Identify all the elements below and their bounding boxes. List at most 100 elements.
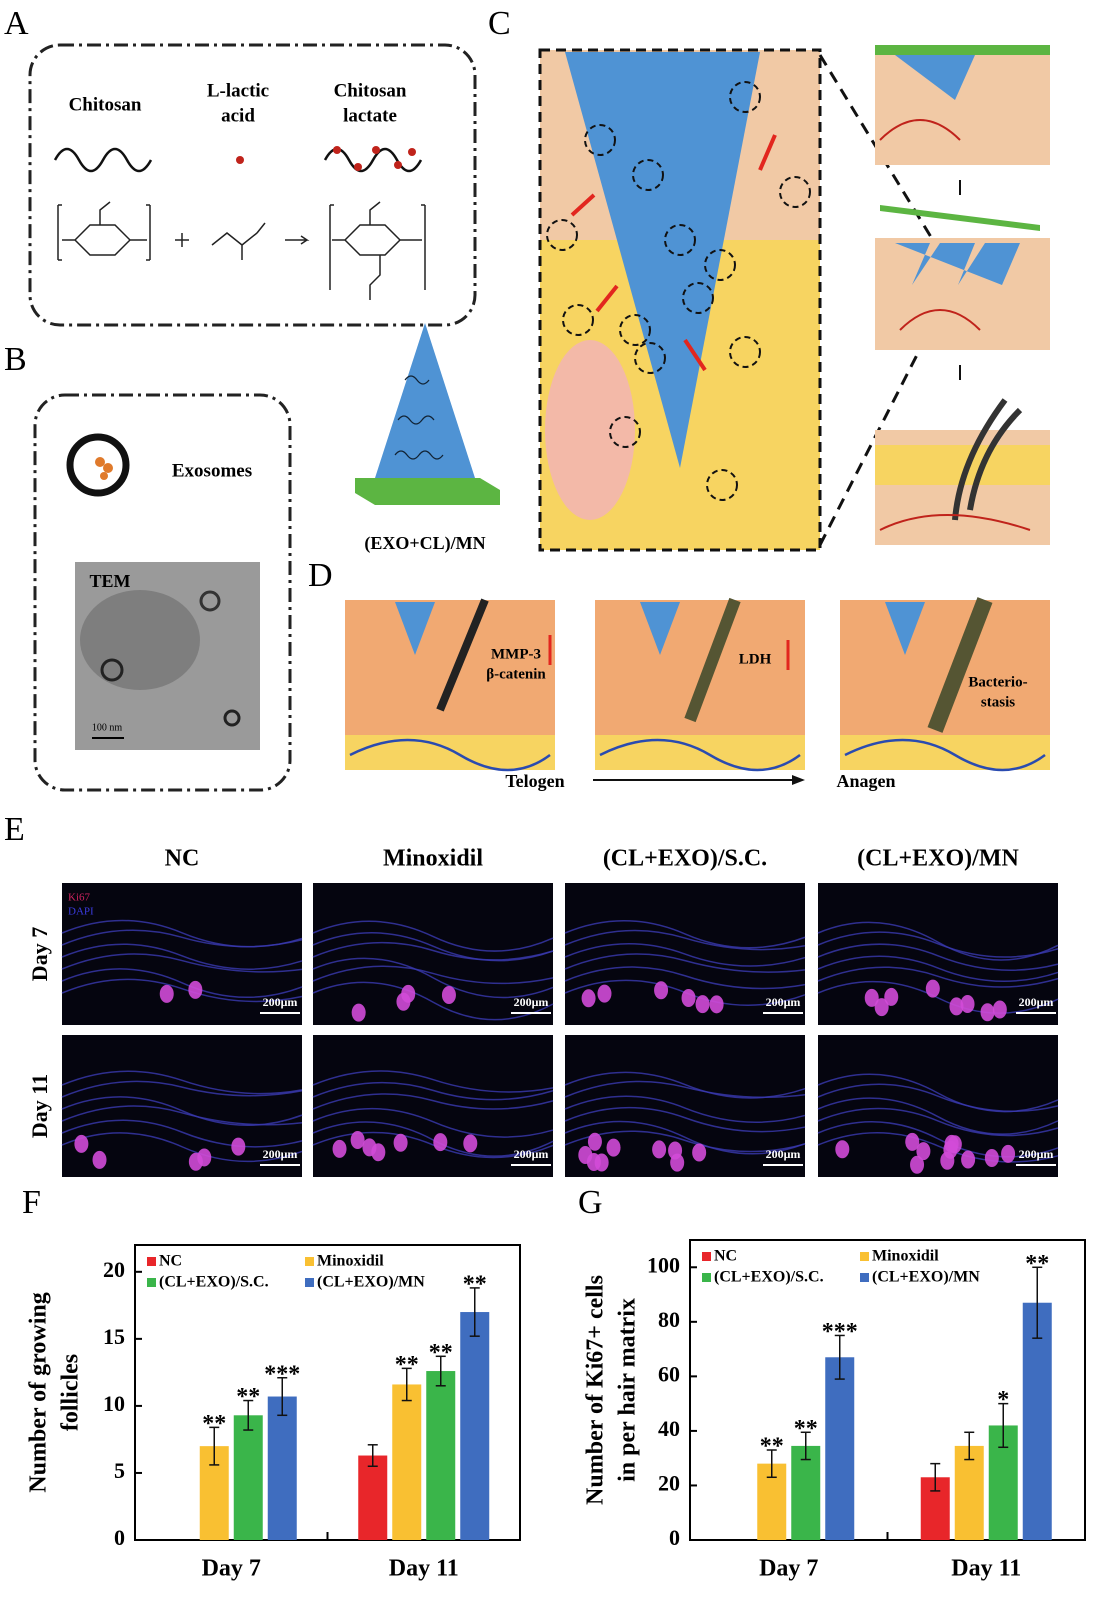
label: (EXO+CL)/MN (364, 533, 485, 554)
nucleus (393, 1133, 408, 1152)
x-tick-label: Day 11 (951, 1556, 1021, 1582)
nucleus (916, 1142, 931, 1161)
nucleus (401, 984, 416, 1003)
tissue-fiber (312, 957, 554, 999)
scale-label: 200μm (514, 1147, 549, 1161)
x-tick-label: Day 7 (202, 1556, 261, 1582)
tissue-fiber (312, 981, 554, 1021)
nucleus (692, 1143, 707, 1162)
label: Chitosan (334, 80, 407, 101)
column-header: (CL+EXO)/S.C. (603, 846, 767, 872)
tissue-fiber (312, 1131, 554, 1159)
significance: ** (463, 1271, 487, 1297)
nucleus (961, 1150, 976, 1169)
scale-label: 200μm (263, 1147, 298, 1161)
tissue-fiber (564, 953, 806, 973)
legend-swatch (147, 1278, 156, 1287)
stain-label: DAPI (68, 906, 94, 918)
tissue-fiber (564, 1095, 806, 1123)
significance: ** (202, 1411, 226, 1437)
tissue-fiber (564, 1130, 806, 1153)
tissue-fiber (817, 1097, 1059, 1135)
tissue-fiber (312, 1093, 554, 1110)
skin-feature (545, 340, 635, 520)
label: stasis (981, 694, 1015, 710)
nucleus (350, 1131, 365, 1150)
significance: ** (429, 1340, 453, 1366)
panel-label: C (488, 5, 511, 42)
tissue-fiber (61, 978, 303, 1003)
y-tick-label: 0 (669, 1525, 680, 1550)
polymer-chain (53, 147, 153, 173)
label: lactate (343, 105, 397, 126)
tissue-fiber (817, 980, 1059, 1014)
label: β-catenin (486, 666, 546, 682)
significance: ** (236, 1384, 260, 1410)
nucleus (578, 1146, 593, 1165)
nucleus (984, 1149, 999, 1168)
nucleus (654, 981, 669, 1000)
y-tick-label: 20 (658, 1471, 680, 1496)
y-axis-label: Number of Ki67+ cells (583, 1275, 609, 1505)
significance: *** (822, 1319, 858, 1345)
tem-shade (80, 590, 200, 690)
legend-swatch (305, 1278, 314, 1287)
panel-label: D (308, 557, 333, 594)
legend-swatch (147, 1257, 156, 1266)
y-tick-label: 80 (658, 1307, 680, 1332)
scale-label: 200μm (263, 995, 298, 1009)
bar (460, 1312, 490, 1540)
nucleus (594, 1153, 609, 1172)
significance: ** (760, 1434, 784, 1460)
bar (426, 1371, 456, 1540)
legend-label: (CL+EXO)/S.C. (714, 1269, 824, 1286)
x-tick-label: Day 7 (759, 1556, 818, 1582)
scale-label: 100 nm (92, 722, 123, 733)
nucleus (606, 1138, 621, 1157)
nucleus (925, 979, 940, 998)
tissue-fiber (817, 931, 1059, 958)
tissue-fiber (817, 1083, 1059, 1112)
tissue-fiber (564, 1080, 806, 1099)
x-tick-label: Day 11 (389, 1556, 459, 1582)
label: acid (221, 105, 255, 126)
bar (267, 1396, 297, 1540)
tissue-fiber (61, 1070, 303, 1095)
lactic-dots (333, 146, 416, 171)
panel-label: A (4, 5, 29, 42)
label: Chitosan (69, 94, 142, 115)
needle (565, 52, 760, 468)
label: LDH (739, 651, 772, 667)
tissue-fiber (817, 921, 1059, 961)
nucleus (835, 1140, 850, 1159)
nucleus (463, 1134, 478, 1153)
tissue-fiber (61, 953, 303, 973)
arrows (570, 134, 777, 372)
nucleus (960, 995, 975, 1014)
tissue-fiber (61, 1132, 303, 1163)
panel-label: G (578, 1184, 603, 1221)
y-tick-label: 100 (647, 1252, 680, 1277)
scale-label: 200μm (766, 1147, 801, 1161)
tissue-fiber (817, 943, 1059, 971)
nucleus (910, 1155, 925, 1174)
panel-label: B (4, 341, 27, 378)
tissue-fiber (312, 920, 554, 952)
tissue-fiber (564, 1120, 806, 1155)
legend-label: NC (714, 1248, 737, 1265)
y-tick-label: 60 (658, 1361, 680, 1386)
label: Anagen (836, 771, 895, 791)
stain-label: Ki67 (68, 892, 91, 904)
scale-label: 200μm (766, 995, 801, 1009)
nucleus (92, 1150, 107, 1169)
zoom-frame (538, 48, 822, 552)
nucleus (441, 986, 456, 1005)
legend-label: (CL+EXO)/MN (872, 1269, 980, 1286)
charts: 0 5 10 15 20 Number of growing follicles Day 7 *… (26, 1239, 1086, 1582)
nucleus (695, 995, 710, 1014)
nucleus (188, 980, 203, 999)
tissue-fiber (312, 965, 554, 985)
nucleus (159, 984, 174, 1003)
panel-b-frame (33, 393, 292, 792)
nucleus (864, 988, 879, 1007)
